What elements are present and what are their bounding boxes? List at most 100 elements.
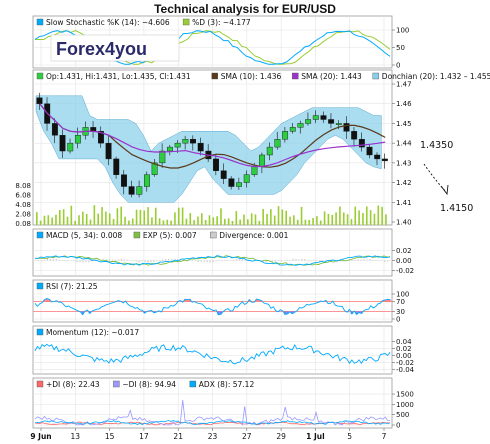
- divergence-bar: [129, 260, 131, 261]
- volume-bar: [285, 210, 288, 225]
- rsi-oversold-fill: [219, 311, 223, 315]
- volume-bar: [346, 214, 349, 225]
- y-tick-label: 100: [396, 27, 409, 35]
- divergence-bar: [49, 258, 51, 261]
- divergence-bar: [106, 259, 108, 261]
- rsi-line: [34, 298, 391, 316]
- rsi-overbought-fill: [248, 299, 251, 302]
- candle: [374, 152, 381, 166]
- rsi-oversold-fill: [350, 311, 354, 314]
- legend-swatch: [133, 231, 141, 239]
- divergence-bar: [298, 259, 300, 261]
- volume-bar: [185, 218, 188, 225]
- divergence-bar: [114, 259, 117, 261]
- divergence-bar: [224, 259, 226, 261]
- rsi-oversold-fill: [88, 311, 91, 314]
- volume-bar: [162, 220, 165, 225]
- volume-bar: [227, 218, 230, 225]
- candle: [182, 135, 189, 150]
- legend-entry: Divergence: 0.001: [219, 231, 288, 240]
- volume-bar: [224, 218, 226, 225]
- volume-bar: [47, 215, 50, 225]
- y-tick-label: 0.04: [396, 338, 412, 346]
- volume-bar: [304, 219, 307, 225]
- volume-bar: [120, 206, 123, 225]
- volume-bar: [193, 220, 195, 225]
- divergence-bar: [369, 259, 371, 261]
- volume-bar: [108, 213, 111, 225]
- divergence-bar: [58, 259, 60, 261]
- legend-swatch: [36, 282, 44, 290]
- volume-bar: [308, 219, 311, 225]
- legend-swatch: [36, 231, 44, 239]
- legend-entry: ~DI (8): 94.94: [122, 380, 176, 389]
- y-tick-label: 70: [396, 298, 405, 306]
- divergence-bar: [209, 260, 211, 263]
- divergence-bar: [144, 260, 146, 263]
- legend-swatch: [211, 72, 219, 80]
- divergence-bar: [239, 258, 241, 261]
- candle: [136, 180, 143, 198]
- y-tick-label: 0.00: [396, 257, 412, 265]
- divergence-bar: [221, 260, 223, 262]
- divergence-bar: [156, 260, 158, 262]
- divergence-bar: [378, 260, 380, 261]
- divergence-bar: [61, 259, 63, 261]
- volume-bar: [216, 216, 218, 225]
- candle: [121, 169, 127, 195]
- candle: [358, 132, 365, 152]
- volume-bar: [197, 216, 199, 225]
- divergence-bar: [313, 260, 315, 261]
- x-tick-label: 9 Jun: [30, 432, 51, 441]
- candle: [151, 159, 158, 177]
- rsi-overbought-fill: [388, 299, 392, 302]
- volume-bar: [342, 212, 345, 225]
- candle: [105, 135, 112, 166]
- legend-swatch: [36, 380, 44, 388]
- legend-entry: RSI (7): 21.25: [46, 282, 98, 291]
- divergence-bar: [91, 260, 93, 262]
- volume-bar: [174, 212, 176, 225]
- rsi-oversold-fill: [291, 311, 294, 314]
- volume-bar: [281, 209, 284, 225]
- volume-bar: [147, 207, 149, 225]
- y-tick-label: 1.40: [396, 219, 412, 227]
- volume-bar: [354, 206, 357, 225]
- volume-bar: [208, 215, 211, 225]
- volume-bar: [139, 209, 142, 225]
- volume-bar: [181, 207, 184, 225]
- volume-bar: [270, 209, 272, 225]
- candle: [236, 177, 242, 190]
- volume-bar: [177, 207, 180, 225]
- divergence-bar: [165, 259, 167, 261]
- divergence-bar: [360, 259, 362, 261]
- volume-bar: [235, 211, 238, 225]
- divergence-bar: [70, 260, 72, 261]
- legend-swatch: [36, 18, 44, 26]
- candle: [159, 143, 166, 168]
- candle: [59, 129, 66, 158]
- legend-swatch: [113, 380, 120, 388]
- volume-tick-label: 8.08: [15, 182, 31, 190]
- divergence-bar: [316, 260, 318, 262]
- annotation-level-low: 1.4150: [440, 203, 473, 214]
- candle: [190, 135, 196, 151]
- divergence-bar: [194, 260, 196, 262]
- x-tick-label: 27: [242, 432, 252, 441]
- divergence-bar: [147, 260, 149, 263]
- divergence-bar: [283, 260, 285, 261]
- divergence-bar: [236, 259, 238, 261]
- rsi-overbought-fill: [255, 299, 258, 302]
- macd-line: [34, 255, 391, 266]
- x-tick-label: 21: [173, 432, 183, 441]
- candle: [312, 110, 319, 124]
- volume-bar: [262, 208, 264, 225]
- divergence-bar: [73, 260, 75, 262]
- divergence-bar: [191, 260, 193, 261]
- volume-bar: [289, 216, 291, 225]
- candle: [297, 120, 304, 134]
- volume-bar: [154, 207, 157, 225]
- candle: [74, 127, 81, 149]
- divergence-bar: [188, 260, 191, 261]
